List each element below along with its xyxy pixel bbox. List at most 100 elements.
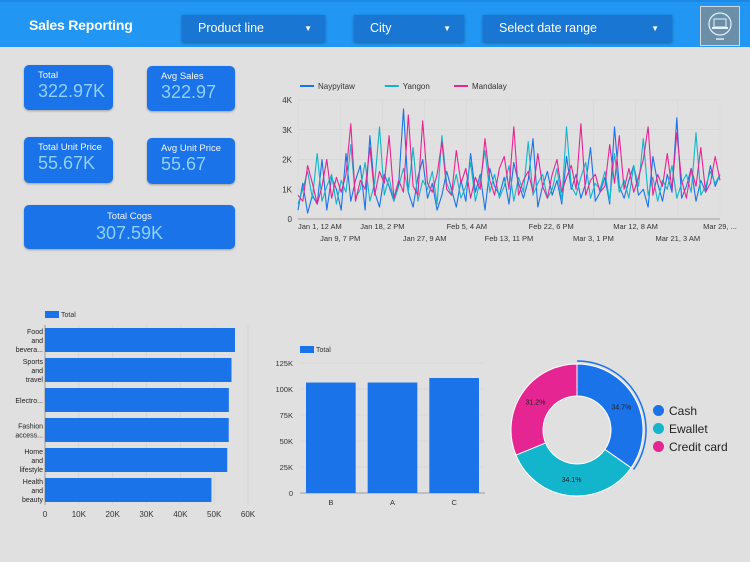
donut-slice — [510, 363, 578, 456]
y-tick-label: 25K — [280, 463, 293, 472]
x-tick-label: Jan 9, 7 PM — [320, 234, 360, 243]
product-line-dropdown[interactable]: Product line ▼ — [182, 15, 325, 42]
category-label: Fashion — [18, 424, 43, 431]
city-label: City — [370, 21, 392, 35]
product-line-label: Product line — [198, 21, 265, 35]
y-tick-label: 3K — [282, 126, 292, 135]
x-tick-label: 0 — [43, 510, 48, 519]
category-label: and — [31, 338, 43, 345]
legend-label: Credit card — [669, 440, 728, 454]
kpi-avg-sales-value: 322.97 — [161, 82, 217, 102]
legend-item: Ewallet — [653, 422, 708, 436]
date-range-label: Select date range — [499, 21, 597, 35]
category-label: C — [451, 498, 457, 507]
legend-swatch — [45, 311, 59, 318]
legend-label: Total — [316, 347, 331, 354]
y-tick-label: 125K — [275, 359, 293, 368]
legend-item: Credit card — [653, 440, 728, 454]
x-tick-label: Mar 29, ... — [703, 222, 737, 231]
legend-swatch — [653, 423, 664, 434]
x-tick-label: Feb 22, 6 PM — [529, 222, 574, 231]
category-label: travel — [26, 377, 44, 384]
category-label: Home — [24, 449, 43, 456]
app-title: Sales Reporting — [29, 17, 133, 33]
selected-slice-outline — [576, 360, 647, 470]
x-tick-label: 10K — [72, 510, 87, 519]
chevron-down-icon: ▼ — [651, 24, 659, 33]
kpi-total-cogs-value: 307.59K — [95, 223, 164, 243]
bar — [45, 448, 228, 472]
x-tick-label: Mar 3, 1 PM — [573, 234, 614, 243]
kpi-total-unit-price-value: 55.67K — [38, 153, 96, 173]
kpi-avg-unit-price-label: Avg Unit Price — [161, 143, 222, 154]
category-label: beauty — [22, 497, 44, 504]
laptop-icon — [708, 12, 732, 40]
x-tick-label: Mar 21, 3 AM — [655, 234, 700, 243]
company-logo — [700, 6, 740, 46]
kpi-total-label: Total — [38, 70, 59, 81]
category-label: Food — [27, 329, 43, 336]
category-label: and — [31, 368, 43, 375]
slice-value-label: 34.7% — [611, 404, 631, 411]
x-tick-label: Jan 1, 12 AM — [298, 222, 342, 231]
y-tick-label: 100K — [275, 385, 293, 394]
bar — [45, 358, 232, 382]
product-line-bar-chart: 0 10K 20K 30K 40K 50K 60K Food and bevera... Sport… — [15, 311, 256, 519]
bar — [45, 388, 229, 412]
series-line-mandalay — [297, 114, 721, 205]
category-label: bevera... — [16, 347, 43, 354]
x-tick-label: Mar 12, 8 AM — [613, 222, 658, 231]
donut-slice — [576, 363, 644, 469]
category-label: Sports — [23, 359, 44, 366]
x-tick-label: 60K — [241, 510, 256, 519]
legend-swatch — [300, 346, 314, 353]
kpi-total-cogs-label: Total Cogs — [107, 211, 152, 222]
category-label: Health — [23, 479, 43, 486]
kpi-total-value: 322.97K — [38, 81, 106, 101]
bar — [45, 478, 212, 502]
x-tick-label: Feb 5, 4 AM — [447, 222, 487, 231]
legend-item: Cash — [653, 404, 697, 418]
kpi-total-unit-price-card: Total Unit Price 55.67K — [24, 137, 113, 183]
kpi-avg-sales-label: Avg Sales — [161, 71, 204, 82]
bar — [367, 382, 418, 493]
y-tick-label: 0 — [289, 489, 293, 498]
x-tick-label: Jan 27, 9 AM — [403, 234, 447, 243]
legend-label: Mandalay — [472, 82, 507, 91]
y-tick-label: 75K — [280, 411, 293, 420]
legend-label: Ewallet — [669, 422, 708, 436]
chevron-down-icon: ▼ — [443, 24, 451, 33]
x-tick-label: 40K — [173, 510, 188, 519]
slice-value-label: 34.1% — [562, 477, 582, 484]
category-label: A — [390, 498, 395, 507]
legend-label: Yangon — [403, 82, 430, 91]
chevron-down-icon: ▼ — [304, 24, 312, 33]
donut-slice — [515, 442, 632, 497]
kpi-total-card: Total 322.97K — [24, 65, 113, 110]
bar — [45, 418, 229, 442]
x-tick-label: 30K — [139, 510, 154, 519]
x-tick-label: Feb 13, 11 PM — [485, 234, 534, 243]
legend-swatch — [653, 405, 664, 416]
payment-donut-chart: 34.7% 34.1% 31.2% — [510, 360, 647, 497]
y-tick-label: 1K — [282, 185, 292, 194]
category-label: access... — [15, 433, 43, 440]
date-range-dropdown[interactable]: Select date range ▼ — [483, 15, 672, 42]
city-dropdown[interactable]: City ▼ — [354, 15, 464, 42]
category-label: and — [31, 488, 43, 495]
bar — [429, 378, 479, 493]
y-tick-label: 2K — [282, 156, 292, 165]
x-tick-label: 50K — [207, 510, 222, 519]
legend-swatch — [653, 441, 664, 452]
kpi-avg-unit-price-card: Avg Unit Price 55.67 — [147, 138, 235, 184]
bar — [45, 328, 235, 352]
legend-label: Cash — [669, 404, 698, 418]
category-label: Electro... — [15, 398, 43, 405]
x-tick-label: Jan 18, 2 PM — [360, 222, 404, 231]
category-label: lifestyle — [20, 467, 43, 474]
y-tick-label: 50K — [280, 437, 293, 446]
sales-time-series-chart: 0 1K 2K 3K 4K Jan 1, 12 AM Jan 18, 2 PM Feb 5, … — [282, 82, 737, 243]
kpi-total-cogs-card: Total Cogs 307.59K — [24, 205, 235, 249]
legend-label: Naypyitaw — [318, 82, 355, 91]
bar — [306, 382, 356, 493]
